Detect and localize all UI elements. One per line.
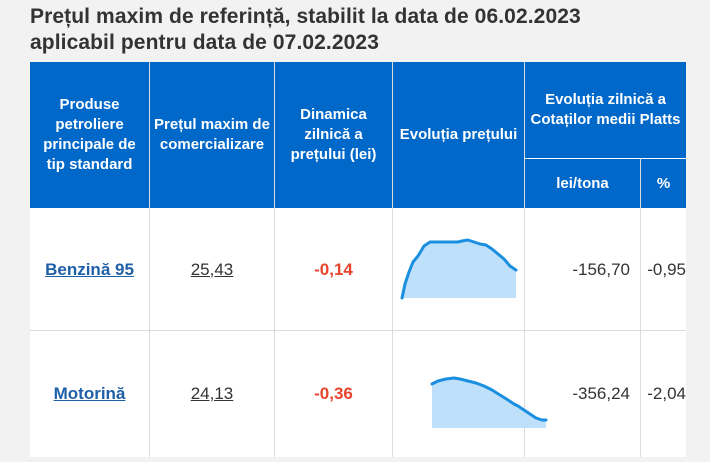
max-price-cell: 25,43 — [150, 209, 274, 330]
platts-lei-cell: -356,24 — [525, 331, 640, 457]
column-divider — [392, 62, 393, 457]
title-line-1: Prețul maxim de referință, stabilit la d… — [30, 5, 581, 28]
platts-pct-cell: -2,04 — [641, 331, 686, 457]
dynamics-benzina: -0,14 — [314, 259, 353, 279]
product-link-benzina[interactable]: Benzină 95 — [45, 259, 134, 279]
header-platts-lei: lei/tona — [525, 159, 640, 208]
dynamics-cell: -0,36 — [275, 331, 392, 457]
sparkline-area — [402, 240, 516, 298]
header-platts-percent: % — [641, 159, 686, 208]
header-evolution: Evoluția prețului — [393, 62, 524, 208]
product-link-motorina[interactable]: Motorină — [53, 384, 126, 403]
page-title: Prețul maxim de referință, stabilit la d… — [30, 4, 581, 56]
platts-pct-benzina: -0,95 — [647, 259, 686, 279]
platts-lei-cell: -156,70 — [525, 209, 640, 330]
sparkline-area — [432, 378, 546, 428]
title-line-2: aplicabil pentru data de 07.02.2023 — [30, 31, 379, 54]
dynamics-cell: -0,14 — [275, 209, 392, 330]
sparkline-line — [430, 376, 548, 422]
header-subdivider — [525, 158, 686, 159]
table-row-benzina: Benzină 95 — [30, 209, 149, 330]
column-divider — [149, 62, 150, 457]
platts-pct-cell: -0,95 — [641, 209, 686, 330]
sparkline-motorina — [430, 376, 548, 428]
header-platts: Evoluția zilnică a Cotaților medii Platt… — [525, 62, 686, 158]
platts-lei-benzina: -156,70 — [572, 259, 630, 279]
row-divider — [30, 330, 686, 331]
max-price-motorina[interactable]: 24,13 — [190, 384, 234, 403]
platts-lei-motorina: -356,24 — [572, 384, 630, 403]
column-divider — [274, 62, 275, 457]
column-divider — [640, 159, 641, 457]
fuel-price-table: Produse petroliere principale de tip sta… — [30, 62, 686, 457]
table-row-motorina: Motorină — [30, 331, 149, 457]
max-price-cell: 24,13 — [150, 331, 274, 457]
sparkline-benzina — [400, 238, 518, 300]
platts-pct-motorina: -2,04 — [647, 384, 686, 403]
dynamics-motorina: -0,36 — [314, 384, 353, 403]
sparkline-line — [400, 238, 518, 300]
header-product: Produse petroliere principale de tip sta… — [30, 62, 149, 208]
header-dynamics: Dinamica zilnică a prețului (lei) — [275, 62, 392, 208]
header-max-price: Prețul maxim de comercializare — [150, 62, 274, 208]
column-divider — [524, 62, 525, 457]
max-price-benzina[interactable]: 25,43 — [190, 259, 234, 279]
